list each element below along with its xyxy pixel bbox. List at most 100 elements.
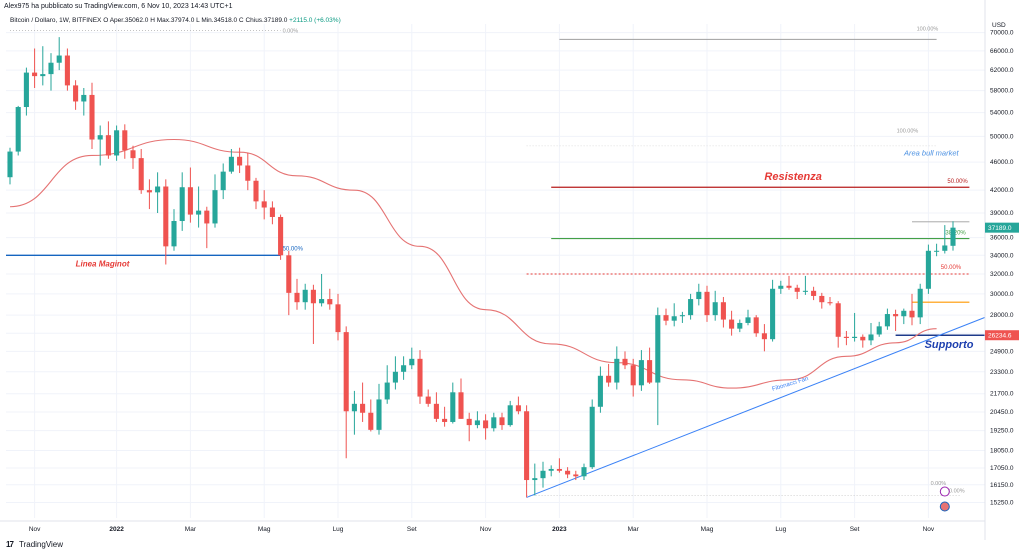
candle xyxy=(507,400,513,427)
candle-body xyxy=(155,186,161,193)
candle xyxy=(622,351,628,370)
y-tick-label: 15250.0 xyxy=(990,499,1014,506)
candle-body xyxy=(179,187,185,222)
candle xyxy=(663,308,669,326)
moving-average-layer xyxy=(9,138,937,389)
candle xyxy=(540,461,546,488)
candlestick-chart[interactable]: 0.00% 100.00% 100.00% 50.00% 50.00% 38.20% 50.… xyxy=(0,0,1024,540)
candle xyxy=(114,125,120,161)
candle-body xyxy=(515,405,521,412)
candle-body xyxy=(868,334,874,341)
candle-body xyxy=(450,392,456,422)
y-tick-label: 70000.0 xyxy=(990,30,1014,37)
candle-body xyxy=(606,375,612,383)
candle xyxy=(712,290,718,321)
candle-body xyxy=(565,470,571,475)
fib-100-label: 100.00% xyxy=(897,129,919,135)
maginot-pct-label: 50.00% xyxy=(283,246,304,252)
candle xyxy=(40,46,46,86)
candle xyxy=(852,312,858,342)
fibonacci-fan-label: Fibonacci Fan xyxy=(771,376,809,393)
candle-body xyxy=(901,310,907,317)
candle xyxy=(819,292,825,309)
candle-body xyxy=(647,360,653,383)
candle xyxy=(237,147,243,174)
y-tick-label: 18050.0 xyxy=(990,447,1014,454)
candle-body xyxy=(417,358,423,397)
candle xyxy=(23,67,29,116)
candle xyxy=(81,88,87,116)
candle xyxy=(630,358,636,397)
candle-body xyxy=(827,302,833,304)
candle-body xyxy=(245,165,251,181)
candle xyxy=(146,179,152,210)
candle xyxy=(729,310,735,336)
candle xyxy=(925,244,931,294)
candle xyxy=(548,465,554,477)
y-tick-label: 24900.0 xyxy=(990,348,1014,355)
candle xyxy=(704,285,710,322)
candle-body xyxy=(942,245,948,251)
candle-body xyxy=(934,250,940,252)
y-tick-label: 34000.0 xyxy=(990,252,1014,259)
candle xyxy=(565,467,571,479)
candle xyxy=(737,319,743,333)
y-tick-label: 30000.0 xyxy=(990,291,1014,298)
candle xyxy=(335,293,341,341)
candle xyxy=(483,414,489,440)
candle-body xyxy=(187,187,193,215)
candle-body xyxy=(409,358,415,366)
candle xyxy=(7,147,13,185)
candle xyxy=(319,273,325,307)
candle-body xyxy=(704,291,710,316)
candle xyxy=(253,177,259,210)
candle xyxy=(343,326,349,459)
chart-grid xyxy=(6,24,985,518)
candle xyxy=(794,284,800,300)
candle xyxy=(811,286,817,301)
candle-body xyxy=(696,291,702,300)
candle-body xyxy=(73,85,79,102)
candle xyxy=(187,167,193,223)
brand-label: TradingView xyxy=(18,540,64,549)
candle-body xyxy=(425,396,431,404)
candle xyxy=(392,356,398,390)
y-tick-label: 28000.0 xyxy=(990,312,1014,319)
x-tick-label: Set xyxy=(850,526,860,533)
low-value: Min.34518.0 xyxy=(201,17,238,24)
candle xyxy=(228,148,234,174)
candle-body xyxy=(138,158,144,191)
candle xyxy=(433,392,439,422)
low-label: L xyxy=(196,17,200,24)
candle-body xyxy=(483,420,489,429)
candle-body xyxy=(310,289,316,304)
close-value: Chius.37189.0 xyxy=(245,17,288,24)
candle xyxy=(122,124,128,159)
lightning-icon xyxy=(939,486,950,497)
y-tick-label: 42000.0 xyxy=(990,187,1014,194)
candle-body xyxy=(556,468,562,471)
y-tick-label: 32000.0 xyxy=(990,271,1014,278)
candle-body xyxy=(15,107,21,152)
tradingview-footer: 17 TradingView xyxy=(6,540,63,549)
candle xyxy=(458,378,464,419)
candle-body xyxy=(499,417,505,426)
open-label: O xyxy=(103,17,109,24)
candle-body xyxy=(761,333,767,340)
candle-body xyxy=(7,151,13,178)
x-tick-label: Mag xyxy=(258,526,271,533)
candle xyxy=(245,152,251,191)
time-axis[interactable]: Nov 2022 Mar Mag Lug Set Nov 2023 Mar Mag Lug Set No… xyxy=(0,520,985,533)
candle-body xyxy=(852,336,858,338)
x-tick-label: Mag xyxy=(701,526,714,533)
price-axis[interactable]: USD 15250.0 16150.0 17050.0 18050.0 19250.0 20… xyxy=(984,0,1019,540)
candle-body xyxy=(712,302,718,316)
candle xyxy=(499,412,505,430)
y-tick-label: 46000.0 xyxy=(990,159,1014,166)
x-tick-label: Mar xyxy=(628,526,640,533)
candle-body xyxy=(278,216,284,256)
candle-body xyxy=(56,55,62,63)
fib-50-red-label: 50.00% xyxy=(941,265,962,271)
candle-body xyxy=(302,289,308,303)
currency-label: USD xyxy=(992,22,1006,29)
